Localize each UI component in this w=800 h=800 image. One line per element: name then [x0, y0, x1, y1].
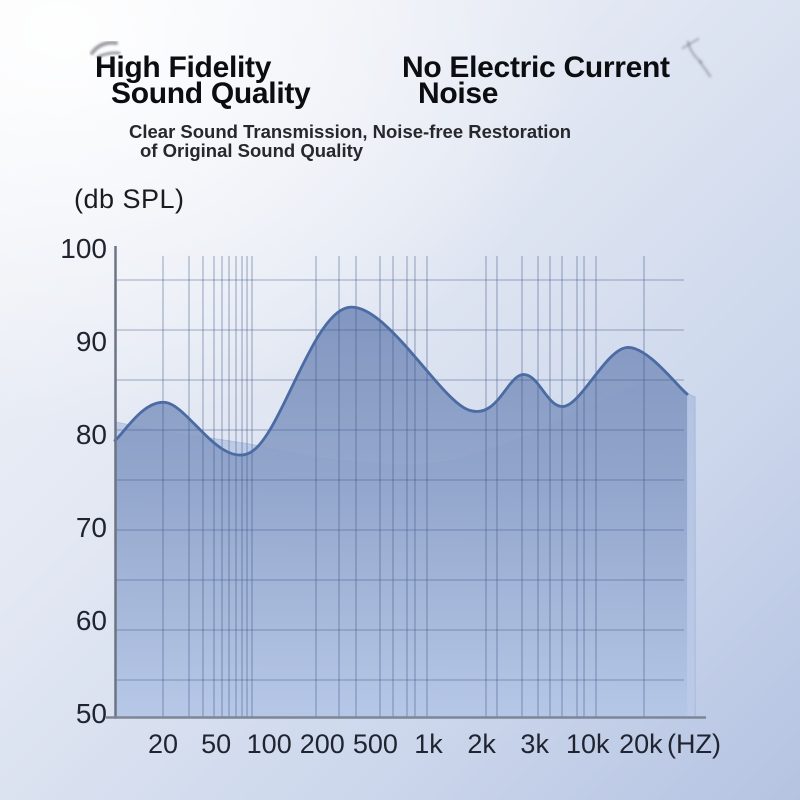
y-tick-label: 50 — [76, 698, 107, 729]
subheadline-line1: Clear Sound Transmission, Noise-free Res… — [129, 121, 572, 142]
headline-left: High Fidelity Sound Quality — [95, 51, 311, 110]
x-tick-label: 50 — [201, 729, 231, 759]
x-tick-label: 10k — [566, 729, 610, 759]
x-tick-label: 500 — [353, 729, 398, 759]
artifact-scribble-left — [90, 40, 121, 59]
x-tick-label: 200 — [300, 729, 345, 759]
x-tick-label: 100 — [247, 729, 292, 759]
y-axis-unit-label: (db SPL) — [74, 184, 185, 214]
subheadline-line2: of Original Sound Quality — [140, 140, 364, 161]
x-tick-label: 20 — [148, 729, 178, 759]
y-tick-label: 100 — [60, 233, 107, 264]
x-tick-label: 20k — [619, 729, 663, 759]
headline-right: No Electric Current Noise — [402, 51, 670, 110]
y-tick-label: 90 — [76, 326, 107, 357]
headline-left-line2: Sound Quality — [111, 77, 311, 110]
y-tick-label: 60 — [76, 605, 107, 636]
subheadline: Clear Sound Transmission, Noise-free Res… — [129, 122, 571, 160]
x-tick-label: 1k — [414, 729, 443, 759]
headline-right-line1: No Electric Current — [402, 51, 670, 84]
x-axis-unit-label: (HZ) — [667, 729, 721, 759]
area-frequency-response — [115, 307, 688, 718]
x-tick-label: 2k — [467, 729, 496, 759]
artifact-scribble-right — [681, 37, 712, 78]
y-tick-label: 80 — [76, 419, 107, 450]
frequency-response-curve — [113, 306, 689, 457]
headline-right-line2: Noise — [418, 77, 499, 110]
gridlines — [115, 256, 684, 717]
headline-left-line1: High Fidelity — [95, 51, 272, 84]
x-tick-label: 3k — [520, 729, 549, 759]
y-tick-label: 70 — [76, 512, 107, 543]
